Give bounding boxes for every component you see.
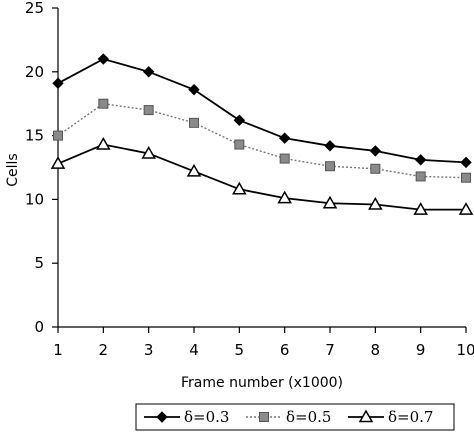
x-tick-label: 1 (53, 341, 63, 359)
x-tick-label: 7 (325, 341, 335, 359)
data-point-diamond (460, 156, 472, 169)
x-tick-label: 10 (456, 341, 474, 359)
y-tick-label: 10 (25, 190, 44, 208)
y-tick-label: 25 (25, 0, 44, 17)
data-point-square (143, 105, 154, 116)
data-point-square (415, 171, 426, 182)
data-point-triangle (232, 181, 247, 195)
data-point-square (370, 163, 381, 174)
data-point-triangle (50, 156, 66, 169)
legend-box (135, 403, 455, 431)
x-axis-label: Frame number (x1000) (181, 375, 343, 391)
data-point-square (189, 117, 199, 128)
data-point-diamond (52, 77, 64, 89)
legend: δ=0.3 δ=0.5 δ=0.7 (135, 403, 455, 431)
y-axis-label: Cells (5, 153, 21, 186)
data-point-diamond (414, 154, 427, 166)
data-point-triangle (277, 190, 292, 204)
x-tick-label: 2 (99, 341, 109, 359)
data-point-triangle (186, 163, 202, 177)
y-tick-label: 5 (34, 254, 44, 272)
x-tick-label: 6 (280, 341, 290, 359)
data-point-triangle (141, 145, 156, 159)
data-point-diamond (324, 140, 336, 152)
data-point-square (279, 153, 290, 164)
data-point-triangle (322, 195, 338, 209)
data-point-square (53, 130, 63, 141)
x-tick-label: 8 (371, 341, 381, 359)
x-tick-label: 3 (144, 341, 154, 359)
data-point-diamond (233, 114, 246, 126)
series-line-square (57, 102, 467, 179)
series-square (53, 98, 471, 183)
data-point-square (234, 139, 245, 150)
data-point-square (461, 172, 471, 183)
data-point-triangle (368, 196, 383, 210)
data-point-diamond (188, 83, 200, 96)
data-point-diamond (97, 53, 110, 65)
data-point-square (325, 161, 335, 172)
axes (57, 8, 466, 328)
x-tick-label: 5 (235, 341, 245, 359)
legend-label: δ=0.5 (286, 408, 331, 426)
series-group (50, 53, 474, 215)
x-tick-label: 4 (189, 341, 199, 359)
series-line-triangle (57, 143, 466, 211)
data-point-diamond (278, 132, 291, 144)
y-tick-label: 20 (25, 63, 44, 81)
legend-item-triangle: δ=0.7 (348, 408, 433, 426)
legend-label: δ=0.3 (184, 408, 229, 426)
legend-item-square: δ=0.5 (246, 408, 331, 426)
y-tick-label: 15 (25, 127, 44, 145)
legend-marker-square (259, 412, 269, 422)
legend-marker-diamond (156, 411, 168, 423)
data-point-triangle (413, 202, 428, 215)
x-tick-label: 9 (416, 341, 426, 359)
series-triangle (50, 137, 474, 215)
data-point-triangle (458, 202, 474, 215)
data-point-triangle (96, 137, 111, 150)
legend-item-diamond: δ=0.3 (144, 408, 229, 426)
series-diamond (52, 53, 472, 169)
data-point-diamond (369, 145, 382, 157)
series-line-diamond (57, 58, 467, 164)
legend-items: δ=0.3 δ=0.5 δ=0.7 (144, 408, 433, 426)
x-axis-ticks: 1 2 3 4 5 6 7 8 9 10 (53, 327, 474, 359)
data-point-square (98, 98, 109, 109)
legend-marker-triangle (358, 409, 374, 423)
data-point-diamond (142, 66, 155, 78)
y-tick-label: 0 (34, 318, 44, 336)
legend-label: δ=0.7 (388, 408, 433, 426)
y-axis-ticks: 0 5 10 15 20 25 (25, 0, 58, 336)
